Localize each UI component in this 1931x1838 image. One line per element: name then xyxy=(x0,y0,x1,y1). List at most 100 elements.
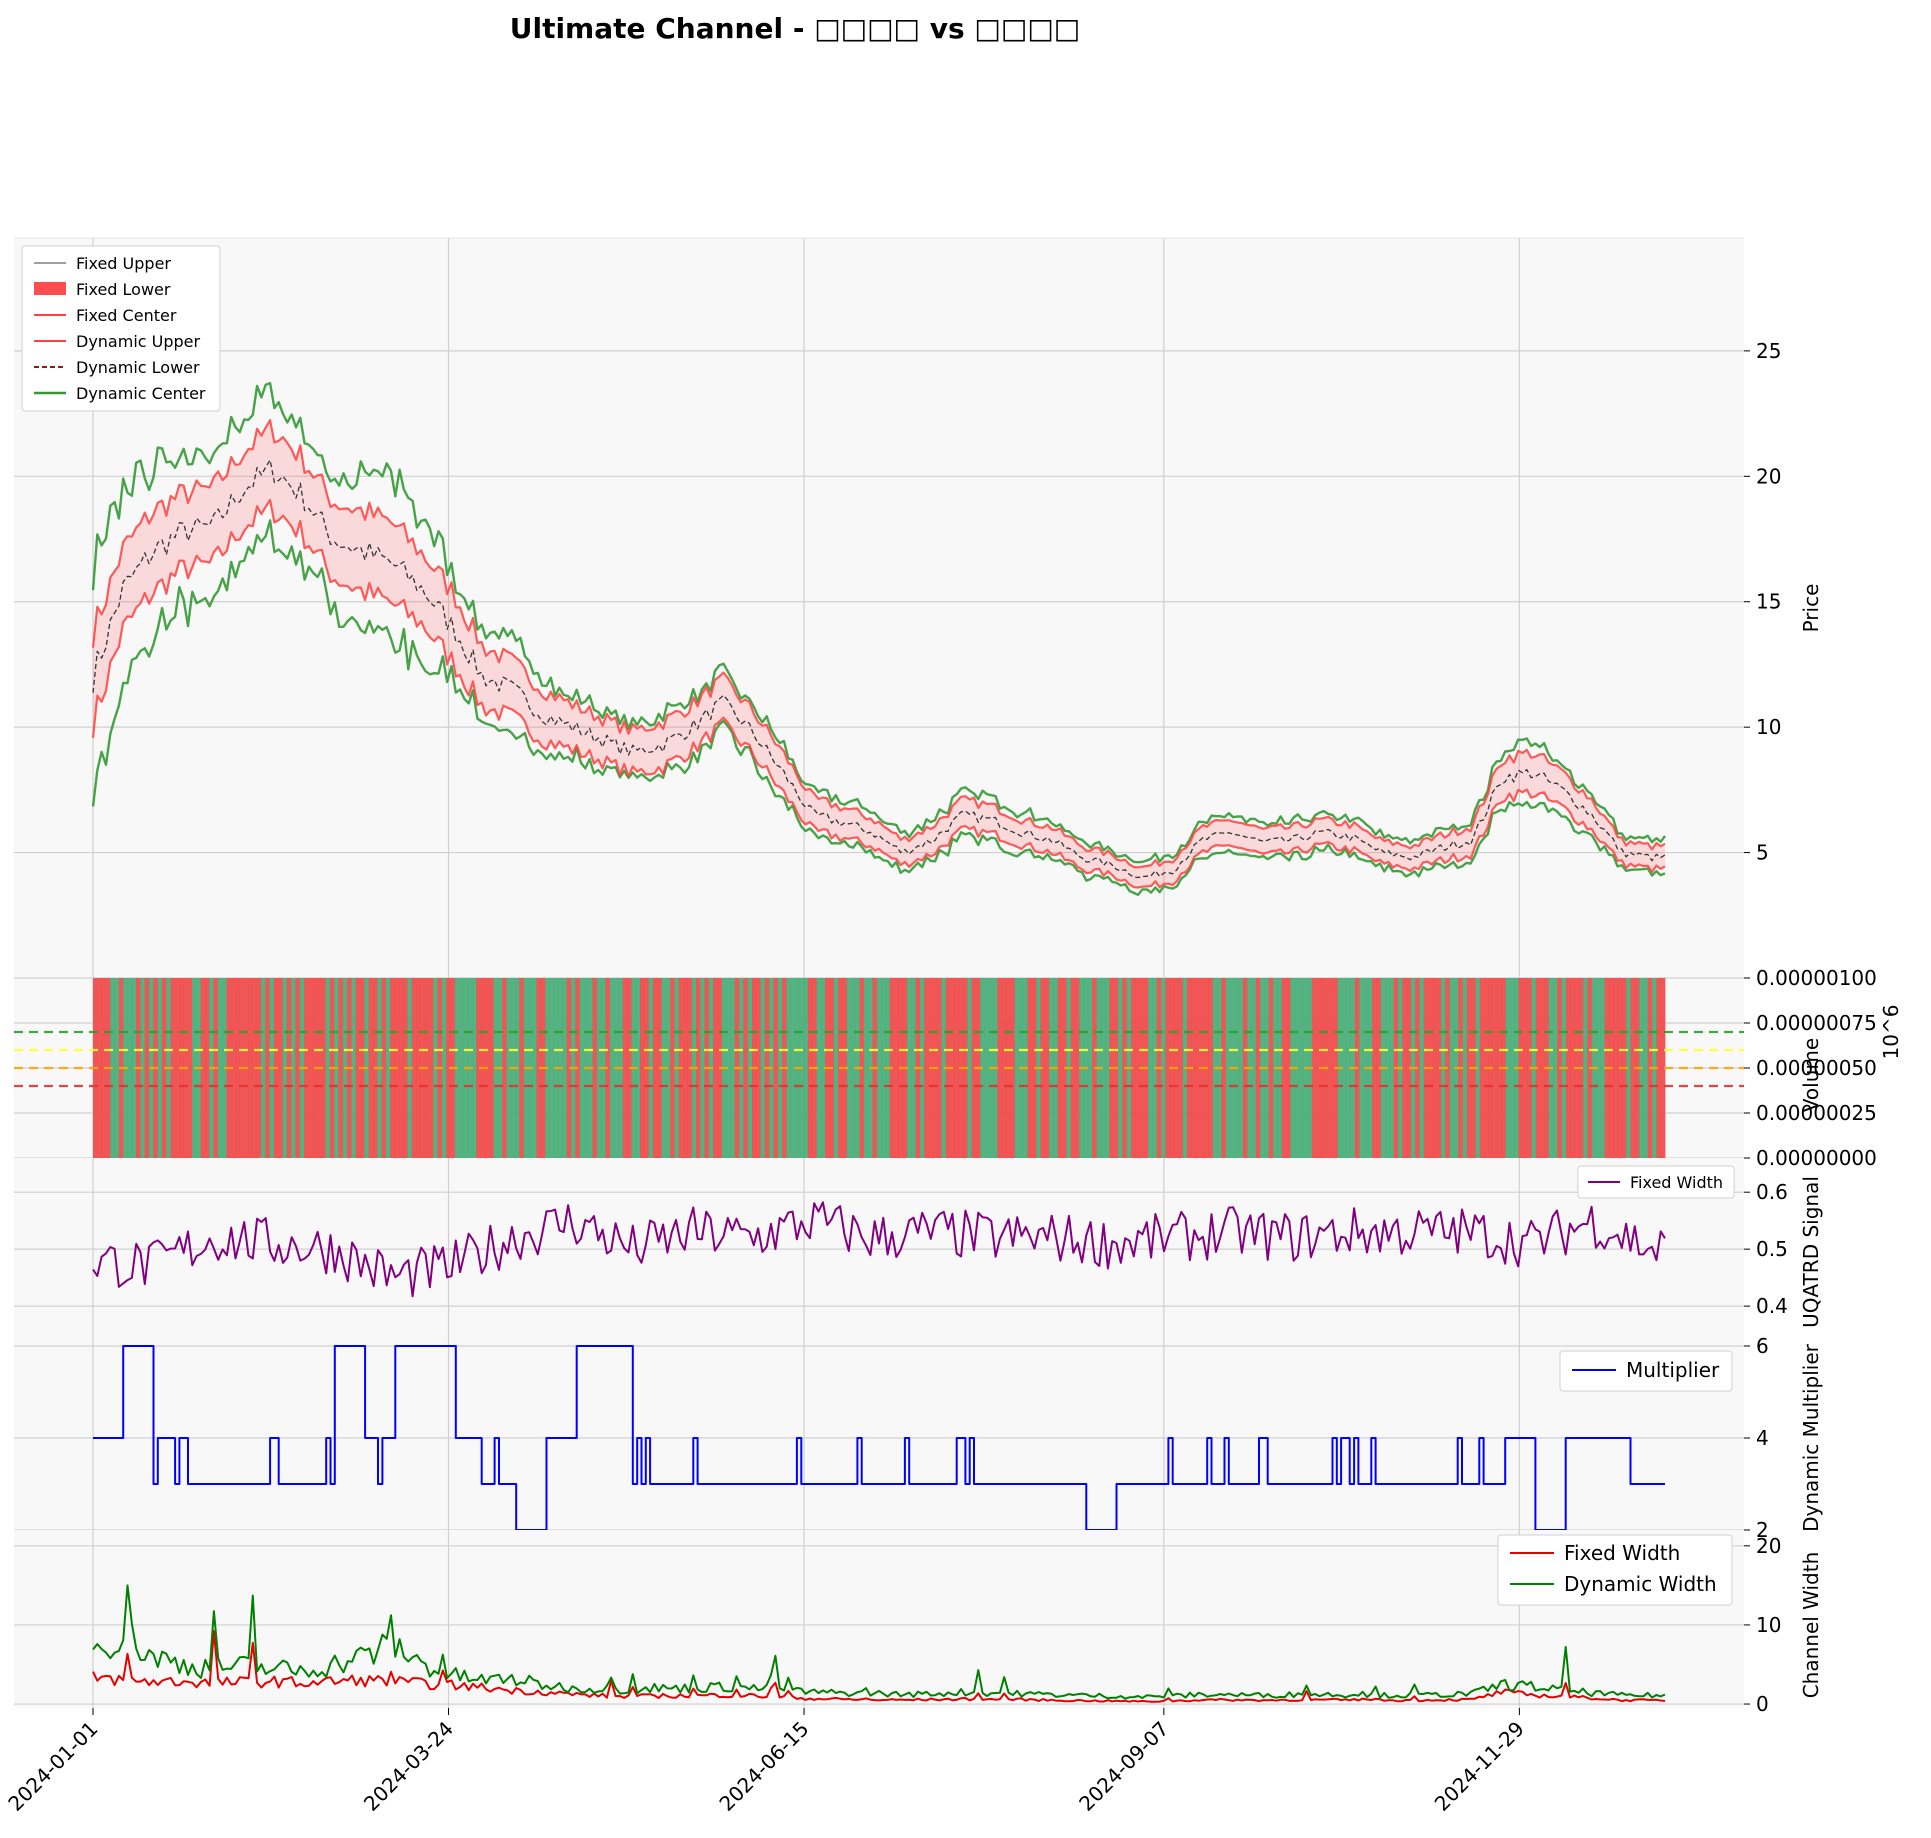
multiplier-ytick-label-1: 4 xyxy=(1756,1426,1769,1450)
volume-bar xyxy=(670,978,675,1158)
volume-bar xyxy=(1432,978,1438,1158)
volume-scale-label: 10^6 xyxy=(1879,1005,1903,1060)
volume-bar xyxy=(1406,978,1412,1158)
volume-bar xyxy=(549,978,555,1158)
volume-bar xyxy=(114,978,120,1158)
volume-bar xyxy=(906,978,912,1158)
volume-bar xyxy=(351,978,357,1158)
volume-bar xyxy=(1057,978,1063,1158)
volume-bar xyxy=(532,978,538,1158)
volume-bar xyxy=(1389,978,1395,1158)
volume-ylabel: Volume xyxy=(1799,1038,1823,1112)
volume-bar xyxy=(1656,978,1662,1158)
volume-bar xyxy=(652,978,658,1158)
volume-bar xyxy=(1195,978,1201,1158)
volume-bar xyxy=(924,978,929,1158)
volume-bar xyxy=(579,978,585,1158)
volume-bar xyxy=(101,978,107,1158)
price-ytick-label-2: 15 xyxy=(1756,590,1781,614)
volume-bar xyxy=(1626,978,1631,1158)
volume-bar xyxy=(846,978,852,1158)
volume-bar xyxy=(1311,978,1317,1158)
volume-bar xyxy=(1630,978,1636,1158)
volume-bar xyxy=(1238,978,1244,1158)
volume-bar xyxy=(127,978,133,1158)
legend-label-fixed-lower: Fixed Lower xyxy=(76,280,171,299)
price-legend: Fixed Upper Fixed Lower Fixed Center Dyn… xyxy=(21,245,221,412)
volume-bar xyxy=(1479,978,1485,1158)
price-ytick-label-3: 20 xyxy=(1756,464,1781,488)
legend-label-fixed-center: Fixed Center xyxy=(76,306,177,325)
volume-bar xyxy=(876,978,882,1158)
volume-bar xyxy=(1105,978,1110,1158)
volume-bar xyxy=(217,978,223,1158)
volume-ytick-label-0: 0.00000000 xyxy=(1756,1146,1877,1170)
channel-width-ytick-label-2: 20 xyxy=(1756,1534,1781,1558)
uqatrd-ylabel: UQATRD Signal xyxy=(1799,1176,1823,1328)
center-line xyxy=(92,459,1666,879)
dynamic-lower-line xyxy=(91,519,1666,896)
price-background xyxy=(14,238,1744,978)
volume-bar xyxy=(760,978,766,1158)
volume-bar xyxy=(803,978,809,1158)
volume-bar xyxy=(881,978,886,1158)
volume-bar xyxy=(1027,978,1033,1158)
volume-bar xyxy=(622,978,628,1158)
channel-width-background xyxy=(14,1530,1744,1708)
volume-bar xyxy=(1100,978,1106,1158)
volume-bar xyxy=(562,978,568,1158)
price-ylabel: Price xyxy=(1799,584,1823,633)
volume-bar xyxy=(489,978,494,1158)
volume-bar xyxy=(325,978,331,1158)
volume-ytick-label-3: 0.00000075 xyxy=(1756,1011,1877,1035)
volume-bar xyxy=(911,978,917,1158)
channel-width-ylabel: Channel Width xyxy=(1799,1552,1823,1699)
volume-bar xyxy=(1329,978,1334,1158)
volume-bar xyxy=(1372,978,1377,1158)
volume-bar xyxy=(1074,978,1080,1158)
volume-bar xyxy=(1191,978,1196,1158)
uqatrd-ytick-label-2: 0.6 xyxy=(1756,1180,1788,1204)
uqatrd-ytick-label-0: 0.4 xyxy=(1756,1294,1788,1318)
volume-bar xyxy=(1070,978,1076,1158)
volume-bar xyxy=(1014,978,1020,1158)
legend-label-multiplier: Multiplier xyxy=(1626,1358,1720,1382)
volume-bar xyxy=(476,978,482,1158)
volume-bar xyxy=(1316,978,1321,1158)
volume-bar xyxy=(700,978,705,1158)
volume-bar xyxy=(308,978,314,1158)
volume-bar xyxy=(248,978,253,1158)
volume-bar xyxy=(1255,978,1261,1158)
legend-label-dynamic-upper: Dynamic Upper xyxy=(76,332,201,351)
volume-bar xyxy=(726,978,731,1158)
volume-bar xyxy=(1540,978,1545,1158)
volume-bar xyxy=(1660,978,1666,1158)
volume-bar xyxy=(187,978,193,1158)
volume-bar xyxy=(967,978,972,1158)
fixed-lower-line xyxy=(91,498,1666,889)
volume-bar xyxy=(1286,978,1291,1158)
volume-bar xyxy=(820,978,826,1158)
volume-bar xyxy=(265,978,270,1158)
volume-bar xyxy=(411,978,417,1158)
volume-bar xyxy=(1570,978,1575,1158)
volume-bar xyxy=(398,978,404,1158)
legend-label-dynamic-width: Dynamic Width xyxy=(1564,1572,1717,1596)
volume-bar xyxy=(1346,978,1351,1158)
volume-bar xyxy=(1087,978,1093,1158)
volume-bar xyxy=(368,978,374,1158)
volume-bar xyxy=(1268,978,1274,1158)
volume-bar xyxy=(756,978,761,1158)
volume-bar xyxy=(833,978,839,1158)
volume-bar xyxy=(144,978,150,1158)
volume-bar xyxy=(1553,978,1558,1158)
volume-bar xyxy=(786,978,792,1158)
volume-bar xyxy=(416,978,421,1158)
panels: 510152025Price0.000000000.000000250.0000… xyxy=(3,237,1903,1816)
volume-bar xyxy=(1505,978,1511,1158)
volume-bar xyxy=(1376,978,1382,1158)
volume-ytick-label-2: 0.00000050 xyxy=(1756,1056,1877,1080)
volume-bar xyxy=(260,978,266,1158)
volume-bar xyxy=(235,978,240,1158)
